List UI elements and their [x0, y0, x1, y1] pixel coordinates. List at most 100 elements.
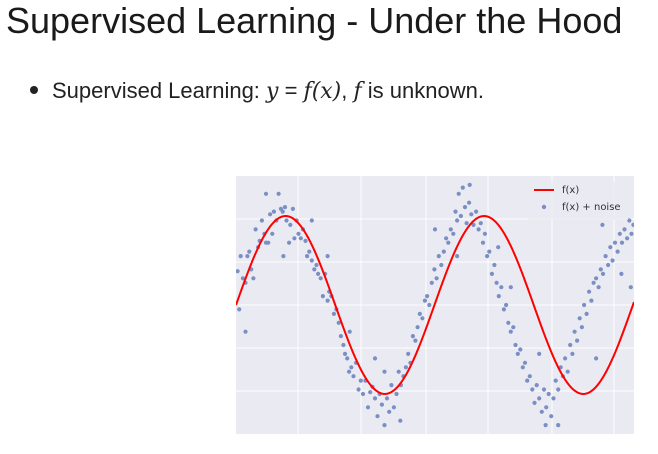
noise-point	[556, 387, 561, 392]
noise-point	[506, 320, 511, 325]
noise-point	[422, 298, 427, 303]
noise-point	[303, 238, 308, 243]
noise-point	[379, 402, 384, 407]
noise-point	[429, 280, 434, 285]
noise-point	[360, 391, 366, 397]
noise-point	[372, 356, 378, 361]
noise-point	[610, 258, 615, 263]
noise-point	[368, 390, 373, 395]
noise-point	[384, 396, 390, 401]
noise-point	[515, 351, 520, 356]
noise-point	[489, 271, 494, 276]
page-title: Supervised Learning - Under the Hood	[6, 0, 623, 41]
noise-point	[553, 378, 558, 383]
noise-point	[627, 218, 632, 223]
noise-point	[587, 289, 592, 294]
math-f: f	[353, 79, 362, 104]
noise-point	[358, 378, 363, 383]
noise-point	[476, 227, 481, 232]
noise-point	[316, 271, 321, 276]
noise-point	[351, 374, 356, 379]
noise-point	[508, 329, 513, 334]
noise-point	[336, 320, 341, 325]
noise-point	[487, 249, 492, 254]
noise-point	[389, 383, 394, 388]
noise-point	[387, 409, 392, 414]
noise-point	[570, 351, 575, 356]
noise-point	[441, 249, 446, 254]
noise-point	[603, 254, 608, 259]
noise-point	[347, 329, 352, 334]
noise-point	[382, 423, 387, 428]
noise-point	[415, 325, 420, 330]
sine-noise-chart: f(x) f(x) + noise	[236, 176, 634, 434]
noise-point	[600, 271, 606, 276]
math-y: y	[266, 79, 279, 104]
noise-point	[394, 391, 399, 397]
legend: f(x) f(x) + noise	[528, 182, 628, 220]
noise-point	[594, 276, 599, 281]
noise-point	[413, 338, 418, 343]
noise-point	[518, 347, 523, 352]
noise-point	[296, 231, 301, 236]
noise-point	[270, 231, 275, 236]
noise-point	[501, 307, 506, 312]
noise-point	[455, 218, 460, 223]
noise-point	[530, 387, 535, 392]
noise-point	[243, 329, 248, 334]
noise-point	[448, 227, 453, 232]
bullet-lead-text: Supervised Learning:	[52, 78, 267, 103]
noise-point	[309, 218, 314, 223]
noise-point	[467, 200, 472, 205]
noise-point	[504, 302, 509, 308]
noise-point	[534, 383, 539, 388]
noise-point	[436, 254, 441, 259]
noise-point	[240, 276, 245, 281]
noise-point	[432, 267, 437, 272]
noise-point	[527, 374, 532, 379]
noise-point	[307, 249, 312, 254]
noise-point	[281, 254, 286, 259]
noise-point	[276, 191, 281, 196]
bullet-tail-text: is unknown.	[361, 78, 484, 103]
noise-point	[245, 254, 250, 259]
noise-point	[406, 351, 411, 356]
noise-point	[284, 218, 289, 223]
math-equals: =	[278, 78, 304, 103]
noise-point	[469, 212, 474, 217]
noise-point	[282, 205, 288, 210]
noise-point	[582, 302, 587, 308]
noise-point	[391, 405, 396, 410]
noise-point	[563, 356, 568, 361]
noise-point	[403, 365, 408, 370]
noise-point	[617, 231, 622, 236]
noise-point	[539, 409, 544, 414]
noise-point	[309, 258, 314, 263]
noise-point	[398, 418, 403, 423]
noise-point	[280, 209, 285, 214]
bullet-item: Supervised Learning: y = f(x), f is unkn…	[30, 76, 484, 107]
noise-point	[628, 285, 633, 290]
noise-point	[268, 212, 273, 217]
noise-point	[525, 378, 530, 383]
noise-point	[471, 222, 476, 227]
noise-point	[446, 240, 451, 245]
noise-point	[356, 387, 361, 392]
noise-point	[456, 191, 461, 196]
noise-point	[439, 262, 444, 268]
noise-point	[305, 254, 310, 259]
noise-point	[372, 396, 378, 401]
noise-point	[338, 334, 343, 339]
noise-point	[365, 405, 371, 410]
noise-point	[591, 280, 596, 285]
noise-point	[427, 302, 432, 308]
noise-point	[511, 325, 516, 330]
legend-box	[528, 182, 628, 220]
noise-point	[238, 254, 243, 259]
noise-point	[499, 285, 504, 290]
noise-point	[342, 351, 348, 356]
noise-point	[455, 254, 460, 259]
noise-point	[608, 245, 613, 250]
grid-lines	[236, 176, 634, 434]
noise-point	[298, 236, 303, 241]
